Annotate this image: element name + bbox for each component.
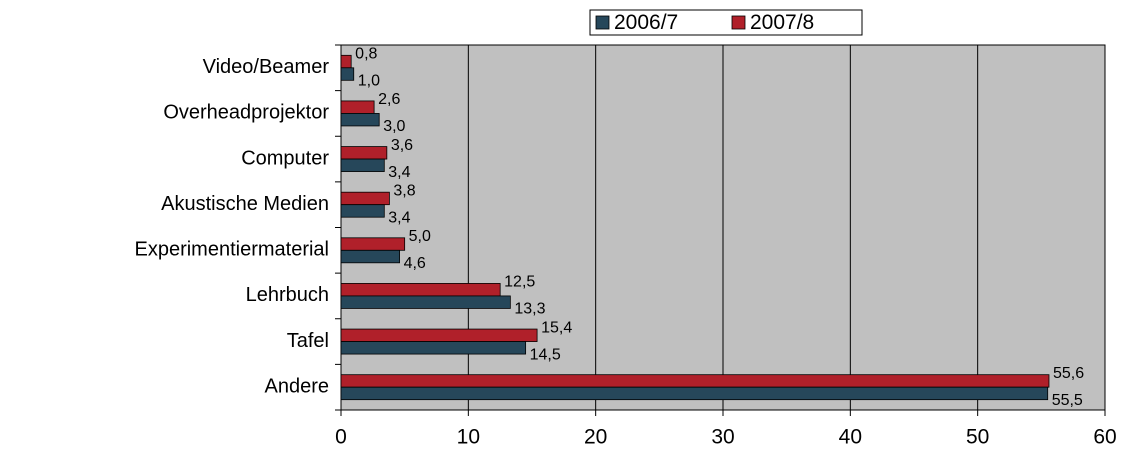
value-label: 3,0 <box>383 118 405 135</box>
bar <box>340 204 385 218</box>
y-tick-label: Experimentiermaterial <box>134 239 329 261</box>
bar <box>340 374 1050 388</box>
bar <box>340 295 511 309</box>
value-label: 5,0 <box>409 228 431 245</box>
y-tick-label: Video/Beamer <box>203 56 330 78</box>
value-label: 13,3 <box>514 301 545 318</box>
value-label: 12,5 <box>504 274 535 291</box>
y-tick-label: Lehrbuch <box>246 284 329 306</box>
value-label: 55,6 <box>1053 365 1084 382</box>
value-label: 14,5 <box>530 346 561 363</box>
value-label: 2,6 <box>378 91 400 108</box>
x-tick-label: 40 <box>839 426 862 449</box>
x-tick-label: 30 <box>711 426 734 449</box>
bar <box>340 100 375 114</box>
bar <box>340 283 501 297</box>
y-tick-label: Andere <box>265 375 330 397</box>
bar <box>340 67 355 81</box>
bar <box>340 54 352 69</box>
bar <box>340 146 388 160</box>
x-tick-label: 0 <box>335 426 347 449</box>
bar <box>340 341 527 355</box>
legend-label: 2007/8 <box>750 11 814 34</box>
value-label: 55,5 <box>1052 392 1083 409</box>
bar <box>340 328 538 342</box>
legend-swatch <box>731 15 746 30</box>
value-label: 3,4 <box>388 209 410 226</box>
value-label: 1,0 <box>358 73 380 90</box>
x-tick-label: 50 <box>966 426 989 449</box>
value-label: 4,6 <box>404 255 426 272</box>
bar <box>340 237 406 251</box>
x-tick-label: 20 <box>584 426 607 449</box>
x-tick-label: 60 <box>1093 426 1116 449</box>
y-tick-label: Computer <box>241 147 329 169</box>
y-tick-label: Akustische Medien <box>161 193 329 215</box>
legend-swatch <box>595 15 610 30</box>
value-label: 0,8 <box>355 46 377 63</box>
legend-label: 2006/7 <box>614 11 678 34</box>
y-tick-label: Tafel <box>287 330 329 352</box>
value-label: 3,4 <box>388 164 410 181</box>
bar <box>340 386 1049 401</box>
y-tick-label: Overheadprojektor <box>163 102 329 124</box>
legend-box <box>589 9 863 36</box>
value-label: 3,6 <box>391 137 413 154</box>
bar <box>340 191 390 206</box>
value-label: 3,8 <box>393 182 415 199</box>
bar <box>340 249 400 264</box>
bar <box>340 113 380 127</box>
value-label: 15,4 <box>541 319 572 336</box>
x-tick-label: 10 <box>457 426 480 449</box>
bar <box>340 158 385 172</box>
